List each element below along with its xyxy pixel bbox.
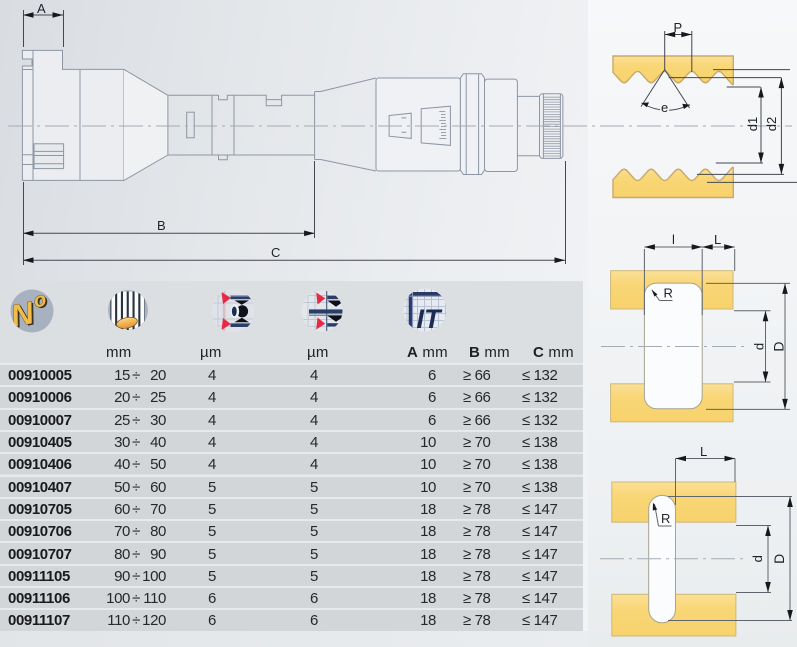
svg-text:L: L	[700, 444, 707, 459]
svg-text:d2: d2	[764, 117, 779, 131]
svg-text:P: P	[674, 20, 683, 35]
svg-text:o: o	[32, 288, 49, 312]
svg-text:B: B	[157, 218, 166, 233]
svg-text:D: D	[771, 341, 787, 351]
svg-text:A: A	[37, 1, 46, 16]
svg-text:IT: IT	[417, 304, 444, 334]
svg-text:C: C	[271, 245, 280, 260]
svg-text:o: o	[34, 290, 51, 314]
svg-text:l: l	[672, 232, 675, 247]
svg-text:R: R	[661, 511, 670, 526]
svg-text:d1: d1	[745, 117, 760, 131]
svg-text:d: d	[752, 343, 767, 350]
svg-text:d: d	[750, 555, 765, 562]
svg-text:e: e	[661, 100, 668, 115]
svg-text:L: L	[714, 232, 721, 247]
svg-text:R: R	[664, 286, 673, 301]
svg-text:D: D	[771, 554, 787, 564]
